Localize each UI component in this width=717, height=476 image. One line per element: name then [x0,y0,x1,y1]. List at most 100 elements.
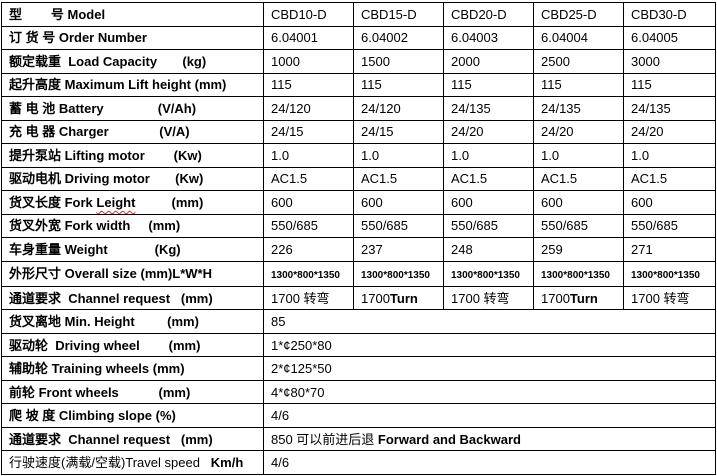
cell-lifting-motor-1: 1.0 [353,143,444,168]
table-row-travel-speed: 行驶速度(满载/空载)Travel speed Km/h 4/6 [1,450,716,475]
text-segment: 24/20 [451,124,484,140]
cell-driving-motor-4: AC1.5 [623,166,716,192]
text-segment: 爬 坡 度 Climbing slope (%) [9,408,176,424]
text-segment: 1.0 [271,147,290,163]
text-segment: 600 [631,194,653,210]
text-segment: 提升泵站 Lifting motor (Kw) [9,147,202,163]
cell-max-lift-height-3: 115 [533,72,624,98]
cell-model-1: CBD15-D [353,2,444,27]
row-label-overall-size: 外形尺寸 Overall size (mm)L*W*H [1,260,264,287]
row-label-max-lift-height: 起升高度 Maximum Lift height (mm) [1,72,264,98]
text-segment: 辅助轮 Training wheels (mm) [9,361,185,377]
text-segment: 6.04004 [541,30,588,46]
cell-channel-request-turn-0: 1700 转弯 [263,285,354,311]
cell-order-number-2: 6.04003 [443,25,534,51]
cell-driving-motor-2: AC1.5 [443,166,534,192]
cell-fork-length-3: 600 [533,190,624,215]
cell-load-capacity-0: 1000 [263,49,354,74]
table-row-driving-wheel: 驱动轮 Driving wheel (mm) 1*¢250*80 [1,332,716,358]
text-segment: 货叉长度 Fork [9,194,97,210]
cell-model-3: CBD25-D [533,2,624,27]
text-segment: 550/685 [271,218,318,234]
cell-order-number-1: 6.04002 [353,25,444,51]
text-segment: 1.0 [631,147,650,163]
row-label-battery: 蓄 电 池 Battery (V/Ah) [1,96,264,121]
row-label-fork-length: 货叉长度 Fork Leight (mm) [1,190,264,215]
text-segment: CBD20-D [451,6,507,22]
cell-channel-request-forward-0: 850 可以前进后退 Forward and Backward [263,426,716,452]
text-segment: 115 [451,77,472,93]
row-label-weight: 车身重量 Weight (Kg) [1,237,264,262]
table-row-climbing-slope: 爬 坡 度 Climbing slope (%) 4/6 [1,403,716,428]
cell-lifting-motor-0: 1.0 [263,143,354,168]
cell-charger-0: 24/15 [263,119,354,145]
text-segment: 115 [271,77,292,93]
cell-load-capacity-1: 1500 [353,49,444,74]
text-segment: Km/h [210,455,244,471]
misspelled-word: Leight [96,194,136,210]
text-segment: 550/685 [361,218,408,234]
text-segment: 24/135 [541,100,581,116]
text-segment: 1300*800*1350 [451,269,520,281]
text-segment: 850 可以前进后退 [271,431,378,447]
cell-driving-motor-3: AC1.5 [533,166,624,192]
text-segment: 1300*800*1350 [631,269,700,281]
text-segment: 24/135 [631,100,671,116]
text-segment: 24/135 [451,100,491,116]
text-segment: 1700 [541,290,570,306]
text-segment: 车身重量 Weight (Kg) [9,241,181,257]
table-row-overall-size: 外形尺寸 Overall size (mm)L*W*H 1300*800*1350… [1,260,716,287]
cell-max-lift-height-0: 115 [263,72,354,98]
text-segment: 600 [361,194,383,210]
cell-battery-1: 24/120 [353,96,444,121]
row-label-travel-speed: 行驶速度(满载/空载)Travel speed Km/h [1,450,264,475]
text-segment: 6.04003 [451,30,498,46]
text-segment: 4/6 [271,455,290,471]
text-segment: 1*¢250*80 [271,337,332,353]
row-label-fork-width: 货叉外宽 Fork width (mm) [1,213,264,239]
table-row-order-number: 订 货 号 Order Number 6.04001 6.04002 6.04003 6… [1,25,716,51]
text-segment: 1.0 [541,147,560,163]
cell-overall-size-4: 1300*800*1350 [623,260,716,287]
cell-fork-width-1: 550/685 [353,213,444,239]
cell-max-lift-height-4: 115 [623,72,716,98]
text-segment: 行驶速度(满载/空载)Travel speed [9,455,211,471]
cell-lifting-motor-4: 1.0 [623,143,716,168]
cell-weight-1: 237 [353,237,444,262]
text-segment: 1000 [271,53,300,69]
cell-fork-width-2: 550/685 [443,213,534,239]
text-segment: 3000 [631,53,660,69]
cell-order-number-3: 6.04004 [533,25,624,51]
text-segment: 550/685 [541,218,588,234]
text-segment: 订 货 号 Order Number [9,30,147,46]
table-row-weight: 车身重量 Weight (Kg) 226 237 248 259 271 [1,237,716,262]
text-segment: 6.04005 [631,30,678,46]
cell-fork-length-2: 600 [443,190,534,215]
text-segment: 24/15 [271,124,304,140]
text-segment: AC1.5 [451,171,488,187]
cell-lifting-motor-3: 1.0 [533,143,624,168]
row-label-lifting-motor: 提升泵站 Lifting motor (Kw) [1,143,264,168]
table-row-battery: 蓄 电 池 Battery (V/Ah) 24/120 24/120 24/135 24… [1,96,716,121]
text-segment: AC1.5 [271,171,308,187]
cell-fork-width-0: 550/685 [263,213,354,239]
table-row-min-height: 货叉离地 Min. Height (mm) 85 [1,309,716,334]
row-label-min-height: 货叉离地 Min. Height (mm) [1,309,264,334]
text-segment: 600 [541,194,563,210]
table-row-front-wheels: 前轮 Front wheels (mm) 4*¢80*70 [1,379,716,405]
text-segment: 1700 转弯 [271,290,330,306]
text-segment: 259 [541,241,563,257]
table-row-driving-motor: 驱动电机 Driving motor (Kw) AC1.5 AC1.5 AC1.5 AC… [1,166,716,192]
row-label-front-wheels: 前轮 Front wheels (mm) [1,379,264,405]
cell-charger-3: 24/20 [533,119,624,145]
text-segment: 通道要求 Channel request (mm) [9,290,213,306]
text-segment: 1700 转弯 [451,290,510,306]
cell-training-wheels-0: 2*¢125*50 [263,356,716,381]
cell-order-number-4: 6.04005 [623,25,716,51]
cell-order-number-0: 6.04001 [263,25,354,51]
cell-max-lift-height-2: 115 [443,72,534,98]
text-segment: 1500 [361,53,390,69]
text-segment: 237 [361,241,383,257]
text-segment: 4*¢80*70 [271,384,325,400]
